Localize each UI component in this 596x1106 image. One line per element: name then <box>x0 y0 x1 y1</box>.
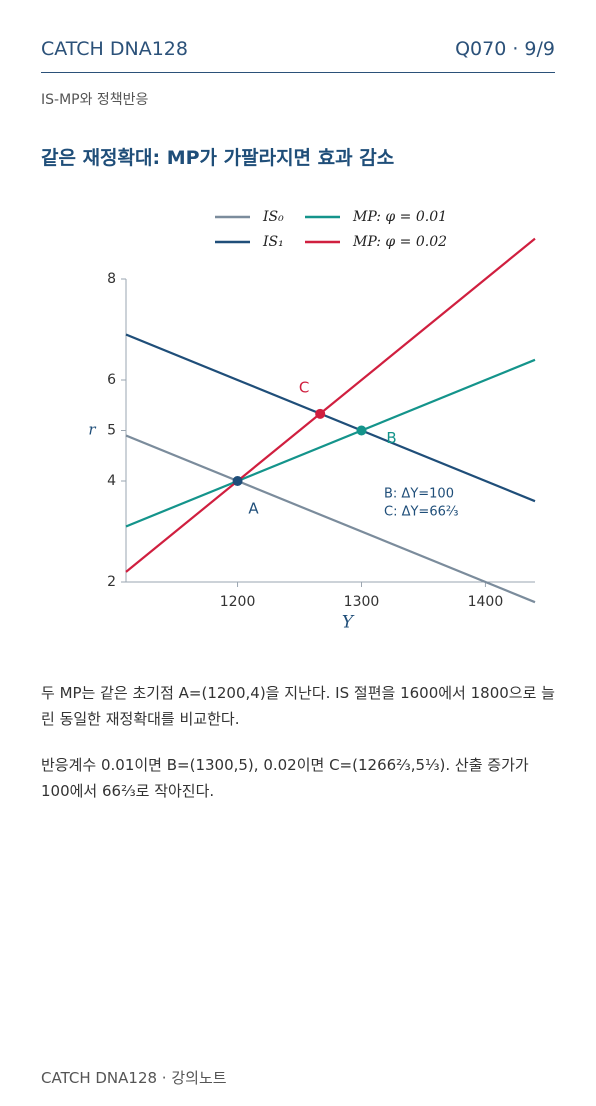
point-label: B <box>386 429 396 447</box>
x-axis-label: Y <box>342 613 355 633</box>
legend-label: IS₀ <box>262 209 284 225</box>
subtitle: IS-MP와 정책반응 <box>41 92 149 108</box>
y-tick-label: 8 <box>107 271 116 287</box>
x-tick-label: 1300 <box>344 594 380 610</box>
y-tick-label: 5 <box>107 423 116 439</box>
y-tick-label: 2 <box>107 574 116 590</box>
series-line <box>125 358 536 528</box>
series-line <box>125 434 536 604</box>
legend-label: MP: φ = 0.02 <box>352 234 447 250</box>
series-line <box>125 237 536 573</box>
header-rule <box>41 72 555 73</box>
point <box>232 476 243 486</box>
chart: 2 4 5 6 8 1200 1300 1400 Yr IS₀ IS₁ MP: φ = 0.01 MP:… <box>88 209 536 633</box>
y-tick-label: 4 <box>107 473 116 489</box>
x-tick-label: 1200 <box>220 594 256 610</box>
y-axis-label: r <box>88 421 96 439</box>
x-tick-label: 1400 <box>468 594 504 610</box>
point-label: C <box>299 378 309 396</box>
legend-label: MP: φ = 0.01 <box>352 209 447 225</box>
paragraph: 반응계수 0.01이면 B=(1300,5), 0.02이면 C=(1266⅔,… <box>41 756 529 800</box>
footer: CATCH DNA128 · 강의노트 <box>41 1069 227 1087</box>
point-label: A <box>248 500 259 518</box>
point <box>315 408 326 419</box>
point <box>356 425 367 436</box>
series-line <box>125 333 536 503</box>
header-left: CATCH DNA128 <box>41 38 188 60</box>
y-tick-label: 6 <box>107 372 116 388</box>
header-right: Q070 · 9/9 <box>455 38 555 60</box>
legend-label: IS₁ <box>262 234 284 250</box>
annotation: B: ΔY=100 <box>384 487 454 502</box>
paragraph: 두 MP는 같은 초기점 A=(1200,4)을 지난다. IS 절편을 160… <box>41 684 555 728</box>
annotation: C: ΔY=66⅔ <box>384 505 458 520</box>
heading: 같은 재정확대: MP가 가팔라지면 효과 감소 <box>41 147 395 169</box>
